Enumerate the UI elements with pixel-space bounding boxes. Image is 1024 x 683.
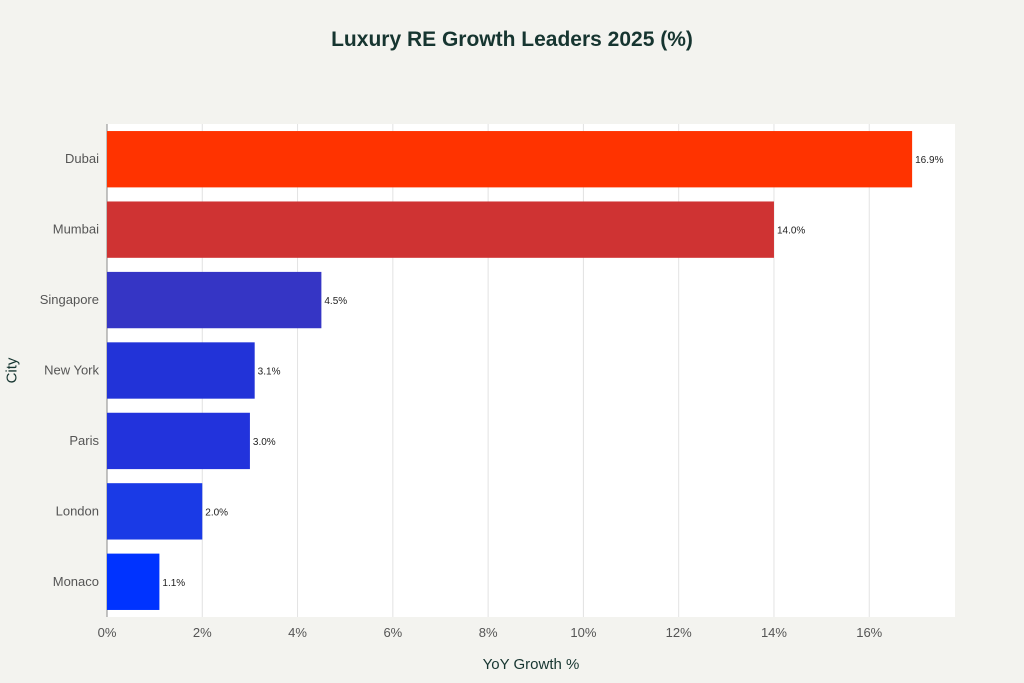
- bar-monaco: [107, 553, 160, 610]
- data-label: 16.9%: [915, 155, 943, 166]
- data-label: 4.5%: [324, 296, 347, 307]
- bar-mumbai: [107, 201, 774, 258]
- y-tick-label: Mumbai: [53, 222, 99, 237]
- bar-london: [107, 483, 203, 540]
- x-tick-label: 6%: [383, 625, 402, 640]
- x-axis-label: YoY Growth %: [482, 656, 580, 673]
- x-tick-label: 16%: [856, 625, 882, 640]
- bar-new-york: [107, 342, 255, 399]
- data-label: 1.1%: [162, 578, 185, 589]
- y-tick-label: Monaco: [53, 574, 99, 589]
- x-tick-label: 12%: [666, 625, 692, 640]
- y-tick-label: London: [56, 503, 99, 518]
- data-label: 3.1%: [258, 367, 281, 378]
- x-tick-label: 4%: [288, 625, 307, 640]
- bar-dubai: [107, 131, 913, 188]
- bar-paris: [107, 412, 250, 470]
- x-tick-label: 8%: [479, 625, 498, 640]
- x-tick-label: 2%: [193, 625, 212, 640]
- x-tick-label: 0%: [98, 625, 117, 640]
- y-tick-label: Singapore: [40, 292, 99, 307]
- x-tick-label: 14%: [761, 625, 787, 640]
- y-tick-label: New York: [44, 363, 99, 378]
- y-tick-label: Dubai: [65, 151, 99, 166]
- y-tick-label: Paris: [69, 433, 99, 448]
- chart-title: Luxury RE Growth Leaders 2025 (%): [331, 28, 693, 51]
- bar-singapore: [107, 271, 322, 329]
- data-label: 2.0%: [205, 507, 228, 518]
- data-label: 14.0%: [777, 226, 805, 237]
- x-tick-label: 10%: [570, 625, 596, 640]
- data-label: 3.0%: [253, 437, 276, 448]
